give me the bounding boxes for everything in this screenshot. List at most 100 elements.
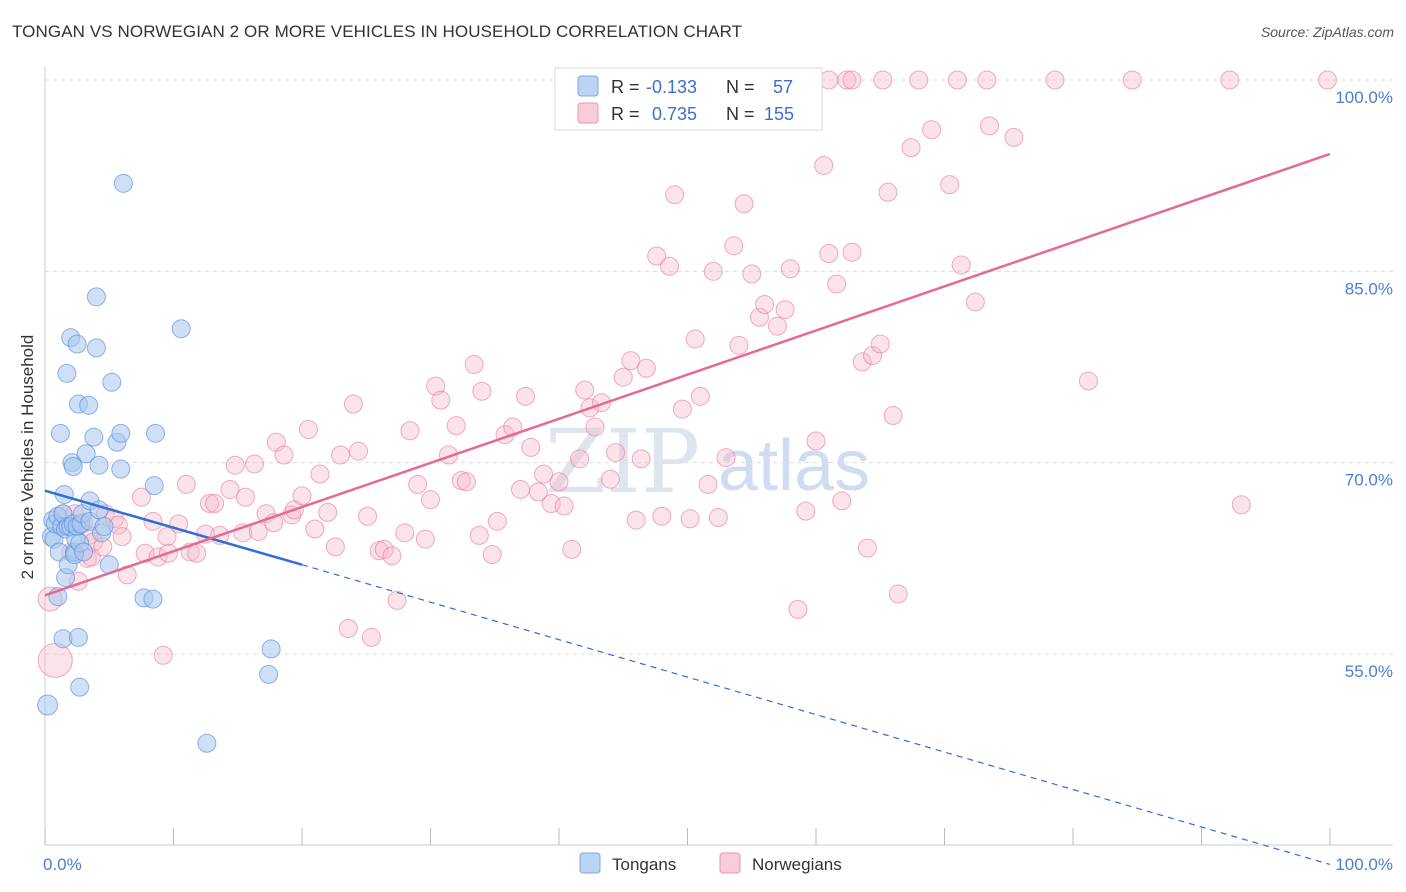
norwegians-point xyxy=(788,599,808,619)
tongans-trend-line xyxy=(44,489,303,566)
norwegians-point xyxy=(647,246,667,266)
norwegians-point xyxy=(922,120,942,140)
tongans-trend-extension xyxy=(301,564,1331,866)
tongans-point xyxy=(86,287,106,307)
legend-swatch-tongans xyxy=(577,75,599,97)
norwegians-point xyxy=(977,70,997,90)
norwegians-point xyxy=(888,584,908,604)
norwegians-point xyxy=(613,367,633,387)
tongans-point xyxy=(86,338,106,358)
norwegians-point xyxy=(534,464,554,484)
norwegians-point xyxy=(703,261,723,281)
tongans-point xyxy=(63,456,83,476)
norwegians-point xyxy=(199,493,219,513)
tongans-point xyxy=(261,639,281,659)
norwegians-point xyxy=(621,351,641,371)
legend-r-label-1: R = xyxy=(611,77,640,97)
norwegians-point xyxy=(361,627,381,647)
norwegians-point xyxy=(374,539,394,559)
norwegians-point xyxy=(554,496,574,516)
norwegians-point xyxy=(395,523,415,543)
norwegians-point xyxy=(631,449,651,469)
norwegians-point xyxy=(680,509,700,529)
norwegians-point xyxy=(1078,371,1098,391)
norwegians-point xyxy=(837,70,857,90)
tongans-point xyxy=(144,476,164,496)
norwegians-point xyxy=(708,508,728,528)
tongans-point xyxy=(143,589,163,609)
norwegians-point xyxy=(665,185,685,205)
norwegians-point xyxy=(469,525,489,545)
norwegians-point xyxy=(780,259,800,279)
norwegians-point xyxy=(456,472,476,492)
norwegians-point xyxy=(487,511,507,531)
norwegians-point xyxy=(1122,70,1142,90)
norwegians-point xyxy=(157,527,177,547)
norwegians-point xyxy=(852,352,872,372)
norwegians-point xyxy=(310,464,330,484)
norwegians-point xyxy=(400,421,420,441)
norwegians-point xyxy=(842,242,862,262)
norwegians-point xyxy=(1045,70,1065,90)
norwegians-point xyxy=(600,469,620,489)
norwegians-point xyxy=(863,346,883,366)
norwegians-point xyxy=(131,487,151,507)
norwegians-point xyxy=(446,416,466,436)
tongans-point xyxy=(197,733,217,753)
y-tick-label: 100.0% xyxy=(1335,88,1393,107)
correlation-legend: R = -0.133 N = 57 R = 0.735 N = 155 xyxy=(554,67,823,131)
norwegians-point xyxy=(510,479,530,499)
norwegians-point xyxy=(521,437,541,457)
y-tick-label: 85.0% xyxy=(1345,279,1393,298)
chart-title: TONGAN VS NORWEGIAN 2 OR MORE VEHICLES I… xyxy=(12,22,743,41)
x-tick-labels: 0.0% 100.0% xyxy=(43,855,1393,874)
norwegians-point xyxy=(562,539,582,559)
norwegians-point xyxy=(724,236,744,256)
norwegians-point xyxy=(965,292,985,312)
y-tick-label: 55.0% xyxy=(1345,662,1393,681)
norwegians-point xyxy=(819,70,839,90)
norwegians-point xyxy=(832,491,852,511)
y-axis-title: 2 or more Vehicles in Household xyxy=(18,335,37,580)
tongans-point xyxy=(50,423,70,443)
tongans-point xyxy=(171,319,191,339)
legend-n-label-1: N = xyxy=(726,77,755,97)
norwegians-point xyxy=(528,482,548,502)
tongans-point xyxy=(102,372,122,392)
norwegians-point xyxy=(878,182,898,202)
series-label-tongans: Tongans xyxy=(612,855,676,874)
norwegians-point xyxy=(292,486,312,506)
norwegians-point xyxy=(235,487,255,507)
norwegians-point xyxy=(873,70,893,90)
norwegians-point xyxy=(274,445,294,465)
norwegians-point xyxy=(220,479,240,499)
tongans-point xyxy=(37,694,59,716)
norwegians-point xyxy=(187,543,207,563)
source-credit: Source: ZipAtlas.com xyxy=(1260,24,1394,40)
norwegians-point xyxy=(244,454,264,474)
norwegians-point xyxy=(842,70,862,90)
tongans-point xyxy=(68,627,88,647)
norwegians-point xyxy=(387,590,407,610)
norwegians-point xyxy=(636,358,656,378)
norwegians-point xyxy=(338,618,358,638)
legend-r-value-1: -0.133 xyxy=(646,77,697,97)
norwegians-point xyxy=(716,448,736,468)
norwegians-point xyxy=(827,274,847,294)
norwegians-point xyxy=(343,394,363,414)
norwegians-point xyxy=(660,256,680,276)
norwegians-point xyxy=(672,399,692,419)
y-tick-labels: 55.0% 70.0% 85.0% 100.0% xyxy=(1335,88,1393,681)
series-swatch-tongans xyxy=(579,852,601,874)
tongans-point xyxy=(94,516,114,536)
tongans-point xyxy=(76,444,96,464)
tongans-point xyxy=(70,677,90,697)
norwegians-point xyxy=(1004,127,1024,147)
legend-box xyxy=(554,67,823,131)
norwegians-point xyxy=(408,474,428,494)
norwegians-point xyxy=(153,645,173,665)
tongans-point xyxy=(67,334,87,354)
norwegians-point xyxy=(431,390,451,410)
tongans-point xyxy=(111,423,131,443)
norwegians-point xyxy=(472,381,492,401)
